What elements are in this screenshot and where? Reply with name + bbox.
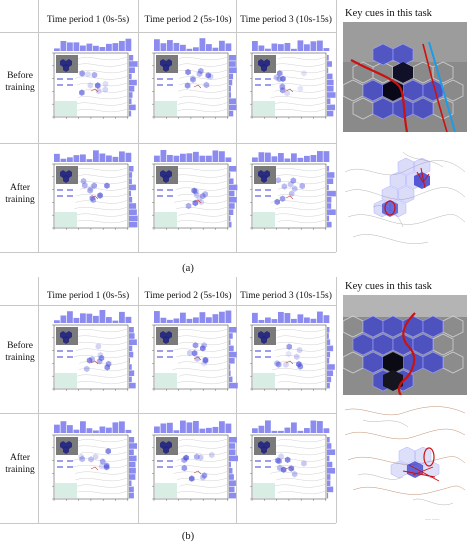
heatmap-plot (240, 417, 336, 509)
row-label-after: After training (0, 182, 40, 206)
right-histogram (129, 327, 137, 389)
top-histogram (154, 420, 232, 433)
caption-b: (b) (181, 531, 195, 542)
heatmap-plot (42, 307, 138, 399)
top-histogram (252, 40, 330, 51)
row-label-line: Before (7, 341, 33, 351)
column-header-period-2: Time period 2 (5s-10s) (144, 291, 232, 301)
column-header-period-3: Time period 3 (10s-15s) (240, 291, 332, 301)
heatmap-plot (42, 417, 138, 509)
top-histogram (54, 150, 132, 162)
grid-line (236, 0, 237, 252)
right-histogram (229, 166, 238, 228)
grid-line (0, 32, 336, 33)
heatmap-plot (240, 35, 336, 127)
grid-line (38, 277, 39, 523)
column-header-period-1: Time period 1 (0s-5s) (46, 15, 130, 25)
grid-line (336, 0, 337, 252)
hexbin-density (185, 187, 208, 210)
heatmap-plot (142, 307, 238, 399)
column-header-period-3: Time period 3 (10s-15s) (240, 15, 332, 25)
top-histogram (54, 421, 132, 433)
key-cues-title: Key cues in this task (345, 281, 432, 292)
svg-text:____ _____: ____ _____ (424, 516, 440, 520)
figure-panel-b: Time period 1 (0s-5s) Time period 2 (5s-… (0, 277, 470, 550)
hexbin-density (181, 451, 215, 482)
hexbin-density (84, 343, 112, 373)
hexbin-density (78, 448, 111, 471)
top-histogram (154, 310, 232, 323)
right-histogram (327, 166, 336, 228)
hexbin-density (187, 342, 209, 367)
hexbin-density (274, 177, 305, 206)
heatmap-plot (142, 146, 238, 238)
row-label-line: training (5, 195, 35, 205)
top-histogram (54, 310, 132, 323)
row-label-before: Before training (0, 340, 40, 364)
row-label-line: After (9, 183, 31, 193)
grid-line (0, 413, 336, 414)
hexbin-density (275, 453, 307, 478)
grid-line (0, 305, 336, 306)
right-histogram (327, 437, 336, 499)
top-histogram (154, 38, 232, 51)
top-histogram (252, 311, 330, 323)
row-label-line: training (5, 83, 35, 93)
grid-line (38, 0, 39, 252)
figure-panel-a: Time period 1 (0s-5s) Time period 2 (5s-… (0, 0, 467, 274)
key-cues-title: Key cues in this task (345, 8, 432, 19)
right-histogram (129, 437, 138, 499)
heatmap-plot (42, 35, 138, 127)
grid-line (336, 277, 337, 523)
key-cues-image: ____ _____ (343, 295, 467, 525)
grid-line (138, 0, 139, 252)
grid-line (0, 252, 336, 253)
heatmap-plot (240, 307, 336, 399)
row-label-line: training (5, 353, 35, 363)
top-histogram (252, 151, 330, 162)
right-histogram (229, 437, 238, 499)
heatmap-plot (240, 146, 336, 238)
heatmap-plot (142, 35, 238, 127)
row-label-line: After (9, 453, 31, 463)
row-label-before: Before training (0, 70, 40, 94)
right-histogram (327, 55, 336, 117)
hexbin-density (273, 70, 307, 97)
key-cues-image (343, 22, 467, 256)
column-header-period-1: Time period 1 (0s-5s) (46, 291, 130, 301)
row-label-line: training (5, 465, 35, 475)
grid-line (0, 523, 336, 524)
top-histogram (252, 420, 330, 433)
top-histogram (154, 149, 232, 162)
column-header-period-2: Time period 2 (5s-10s) (144, 15, 232, 25)
hexbin-density (274, 343, 304, 370)
row-label-line: Before (7, 71, 33, 81)
hexbin-density (184, 67, 214, 89)
right-histogram (129, 55, 138, 117)
top-histogram (54, 38, 132, 51)
grid-line (236, 277, 237, 523)
right-histogram (327, 327, 335, 389)
grid-line (138, 277, 139, 523)
right-histogram (129, 166, 138, 228)
row-label-after: After training (0, 452, 40, 476)
right-histogram (229, 55, 237, 117)
right-histogram (229, 327, 238, 389)
caption-a: (a) (182, 263, 194, 274)
hexbin-density (79, 70, 109, 96)
grid-line (0, 143, 336, 144)
heatmap-plot (142, 417, 238, 509)
heatmap-plot (42, 146, 138, 238)
